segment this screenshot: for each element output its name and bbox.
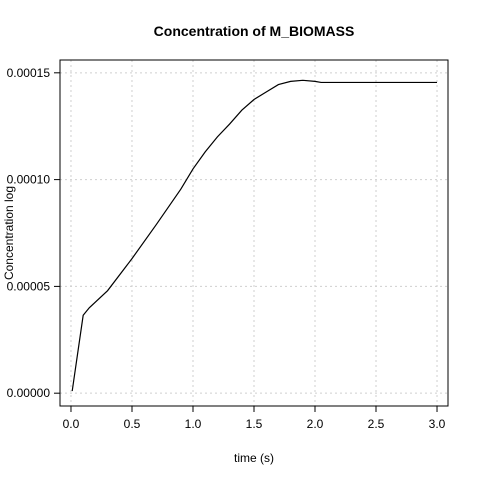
y-tick-label: 0.00010 [7, 173, 51, 187]
x-tick-label: 3.0 [429, 417, 446, 431]
x-axis-label: time (s) [234, 451, 274, 465]
x-tick-label: 1.0 [185, 417, 202, 431]
series-line [71, 79, 438, 392]
grid [60, 60, 448, 406]
y-axis-label: Concentration log [2, 186, 16, 280]
x-tick-label: 1.5 [246, 417, 263, 431]
y-tick-label: 0.00015 [7, 66, 51, 80]
chart-title: Concentration of M_BIOMASS [154, 23, 355, 39]
y-axis: 0.00000 0.00005 0.00010 0.00015 [7, 66, 60, 400]
y-tick-label: 0.00005 [7, 279, 51, 293]
x-axis: 0.0 0.5 1.0 1.5 2.0 2.5 3.0 [63, 406, 446, 431]
y-tick-label: 0.00000 [7, 386, 51, 400]
x-tick-label: 0.5 [124, 417, 141, 431]
x-tick-label: 0.0 [63, 417, 80, 431]
x-tick-label: 2.5 [368, 417, 385, 431]
x-tick-label: 2.0 [307, 417, 324, 431]
